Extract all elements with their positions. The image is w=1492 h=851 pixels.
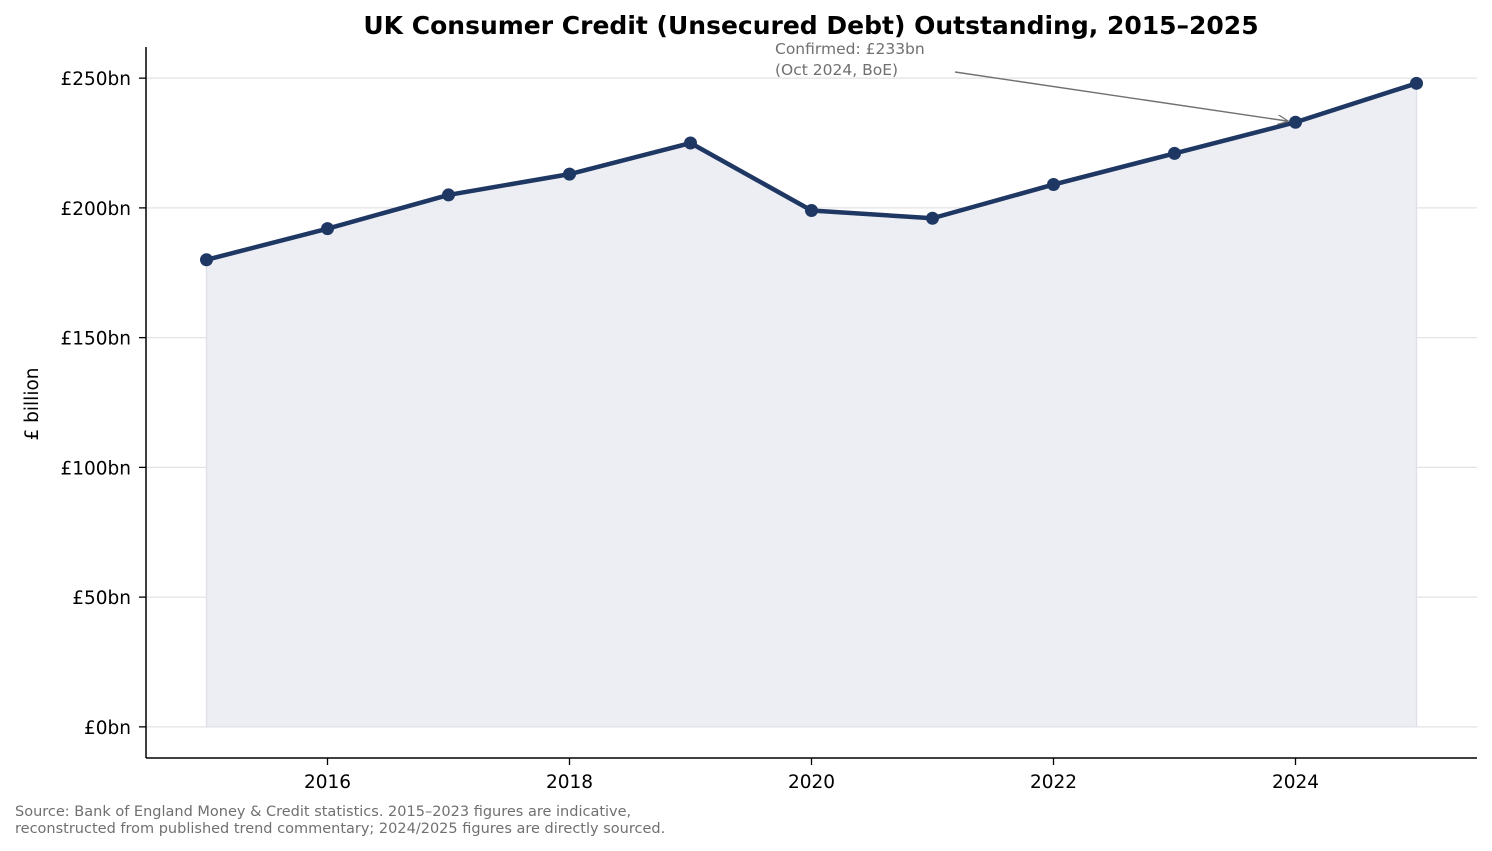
x-tick-label: 2018 bbox=[546, 772, 593, 793]
area-fill bbox=[205, 82, 1418, 728]
y-tick-label: £150bn bbox=[60, 329, 131, 350]
y-axis-ticks: £0bn £50bn £100bn £150bn £200bn £250bn bbox=[60, 69, 146, 739]
source-note-line-2: reconstructed from published trend comme… bbox=[15, 821, 665, 837]
data-point bbox=[1410, 76, 1423, 90]
y-axis-label: £ billion bbox=[22, 368, 43, 441]
x-axis-ticks: 2016 2018 2020 2022 2024 bbox=[304, 758, 1319, 793]
y-tick-label: £100bn bbox=[60, 458, 131, 479]
source-note-line-1: Source: Bank of England Money & Credit s… bbox=[15, 804, 631, 820]
x-tick-label: 2016 bbox=[304, 772, 351, 793]
data-point bbox=[1289, 115, 1302, 129]
annotation: Confirmed: £233bn (Oct 2024, BoE) bbox=[775, 40, 1289, 121]
annotation-line-2: (Oct 2024, BoE) bbox=[775, 61, 898, 79]
svg-text:(Oct 2024, BoE): (Oct 2024, BoE) bbox=[775, 61, 898, 79]
data-point bbox=[442, 188, 455, 202]
data-point bbox=[200, 253, 213, 267]
annotation-arrow bbox=[954, 71, 1289, 121]
y-tick-label: £200bn bbox=[60, 199, 131, 220]
data-point bbox=[805, 203, 818, 217]
y-tick-label: £250bn bbox=[60, 69, 131, 90]
x-tick-label: 2020 bbox=[788, 772, 835, 793]
svg-text:Source: Bank of England Money: Source: Bank of England Money & Credit s… bbox=[15, 804, 631, 820]
data-point bbox=[1168, 146, 1181, 160]
y-tick-label: £0bn bbox=[84, 718, 131, 739]
data-point bbox=[1047, 178, 1060, 192]
data-point bbox=[684, 136, 697, 150]
data-points bbox=[200, 76, 1423, 267]
annotation-line-1: Confirmed: £233bn bbox=[775, 40, 925, 58]
data-point bbox=[926, 211, 939, 225]
data-point bbox=[563, 167, 576, 181]
y-tick-label: £50bn bbox=[72, 588, 131, 609]
x-tick-label: 2022 bbox=[1030, 772, 1077, 793]
data-point bbox=[321, 222, 334, 236]
svg-text:reconstructed from published t: reconstructed from published trend comme… bbox=[15, 821, 665, 837]
x-tick-label: 2024 bbox=[1272, 772, 1319, 793]
svg-text:Confirmed: £233bn: Confirmed: £233bn bbox=[775, 40, 925, 58]
chart-title: UK Consumer Credit (Unsecured Debt) Outs… bbox=[363, 11, 1258, 40]
